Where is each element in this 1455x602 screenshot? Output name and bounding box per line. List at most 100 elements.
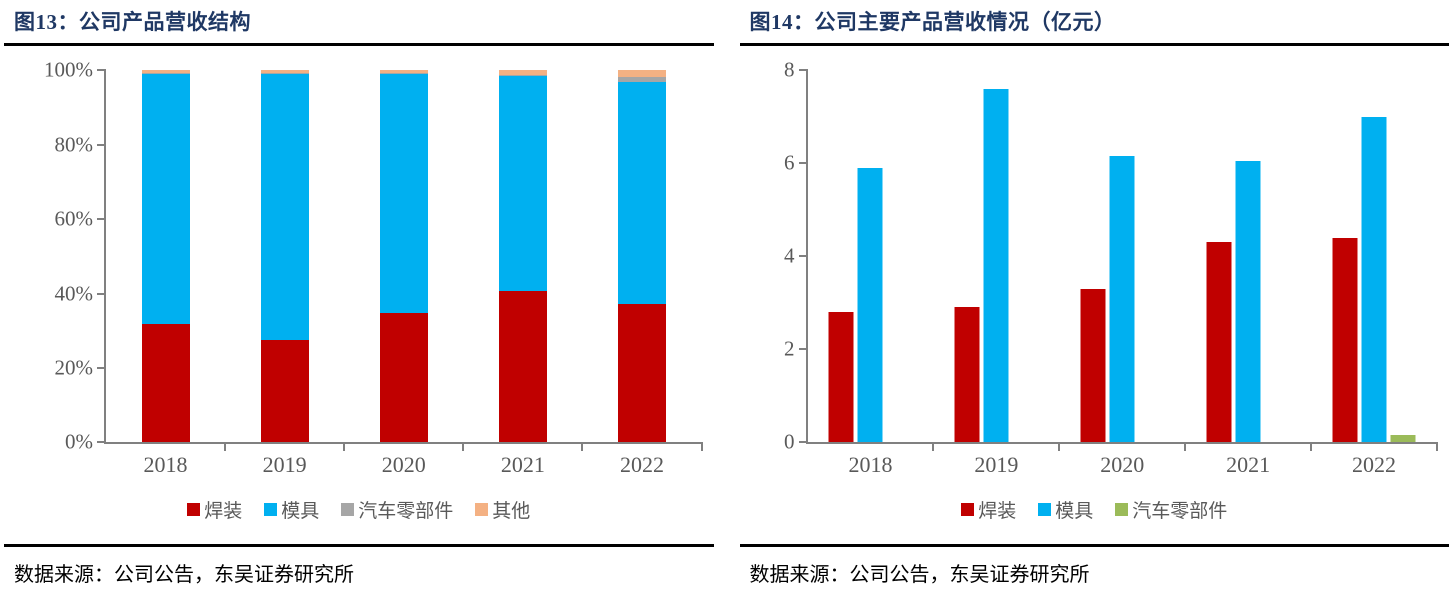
bar-stack — [141, 70, 190, 443]
x-axis-tick — [1058, 442, 1061, 452]
figure-13-title: 图13：公司产品营收结构 — [14, 10, 251, 34]
bar-segment — [260, 73, 309, 75]
figure-13-title-rule — [4, 43, 714, 47]
bar — [983, 88, 1009, 443]
bar — [1235, 160, 1261, 443]
bar-segment — [617, 303, 666, 443]
legend-label: 焊装 — [204, 500, 243, 522]
figure-13-source: 数据来源：公司公告，东吴证券研究所 — [14, 564, 354, 587]
y-tick-label: 8 — [784, 57, 795, 82]
x-axis-tick — [700, 442, 703, 452]
x-category-label: 2021 — [1226, 452, 1271, 478]
y-axis-tick — [97, 218, 106, 221]
y-axis-tick — [798, 162, 808, 165]
legend-swatch — [341, 502, 355, 516]
legend-swatch — [264, 502, 278, 516]
y-axis-tick — [97, 441, 106, 444]
bar-segment — [498, 290, 547, 443]
figure-14-plot-area: 0 2 4 6 8 2018 2019 2020 2021 2022 — [784, 59, 1438, 476]
x-axis-tick — [1436, 442, 1438, 452]
bar-segment — [379, 74, 428, 314]
bar-segment — [617, 70, 666, 77]
figure-13-panel: 图13：公司产品营收结构 0% 20% 40% 60% 80% 100% 2018 2019 2… — [4, 0, 714, 602]
bar-group — [954, 70, 1038, 443]
x-axis-tick — [1310, 442, 1313, 452]
bar-segment — [260, 70, 309, 74]
bar-segment — [379, 73, 428, 75]
legend-swatch — [961, 502, 975, 516]
bar-segment — [498, 70, 547, 75]
y-tick-label: 0 — [784, 429, 795, 454]
bar-segment — [141, 74, 190, 325]
figure-14-chart: 0 2 4 6 8 2018 2019 2020 2021 2022 — [740, 46, 1450, 484]
x-category-label: 2020 — [381, 452, 426, 478]
bar-stack — [379, 70, 428, 443]
y-tick-label: 4 — [784, 243, 795, 268]
figure-13-legend: 焊装 模具 汽车零部件 其他 — [4, 496, 714, 523]
bar — [1206, 242, 1232, 443]
legend-label: 其他 — [492, 500, 531, 522]
figure-14-title-rule — [739, 43, 1449, 47]
y-axis-tick — [798, 348, 808, 351]
legend-swatch — [187, 502, 201, 516]
y-axis-tick — [97, 143, 106, 146]
x-axis-tick — [462, 442, 465, 452]
x-category-label: 2022 — [1352, 452, 1397, 478]
figure-14-legend: 焊装 模具 汽车零部件 — [740, 496, 1450, 523]
bar — [1390, 435, 1416, 443]
y-axis-tick — [798, 255, 808, 258]
y-axis-tick — [97, 366, 106, 369]
x-axis-tick — [224, 442, 227, 452]
legend-item: 焊装 — [187, 496, 242, 523]
bar — [828, 312, 854, 443]
legend-swatch — [1115, 502, 1129, 516]
figure-13-chart: 0% 20% 40% 60% 80% 100% 2018 2019 2020 2021 2022 — [4, 46, 714, 484]
bar-stack — [260, 70, 309, 443]
x-category-label: 2019 — [262, 452, 307, 478]
figure-14-title: 图14：公司主要产品营收情况（亿元） — [749, 10, 1116, 34]
bar-group — [1080, 70, 1164, 443]
x-category-label: 2018 — [143, 452, 188, 478]
bar — [857, 167, 883, 443]
y-axis-tick — [798, 69, 808, 72]
legend-label: 模具 — [1055, 500, 1094, 522]
legend-item: 焊装 — [961, 496, 1016, 523]
y-tick-label: 40% — [54, 281, 94, 305]
y-axis-tick — [97, 292, 106, 295]
bar-segment — [379, 313, 428, 443]
legend-label: 模具 — [281, 500, 320, 522]
bar — [954, 307, 980, 443]
bar-group — [1332, 70, 1416, 443]
x-axis-tick — [343, 442, 346, 452]
legend-swatch — [1038, 502, 1052, 516]
figure-13-plot-area: 0% 20% 40% 60% 80% 100% 2018 2019 2020 2021 2022 — [44, 59, 703, 476]
y-tick-label: 100% — [44, 57, 93, 82]
bar-segment — [141, 73, 190, 75]
x-axis-tick — [581, 442, 584, 452]
bar — [1361, 116, 1387, 443]
bar-group — [828, 70, 912, 443]
y-tick-label: 0% — [65, 429, 93, 454]
bar-segment — [617, 81, 666, 304]
bar — [1109, 156, 1135, 443]
bar-segment — [141, 70, 190, 74]
legend-item: 模具 — [264, 496, 319, 523]
x-category-label: 2020 — [1100, 452, 1145, 478]
legend-swatch — [475, 502, 489, 516]
y-tick-label: 2 — [784, 336, 795, 361]
y-tick-label: 60% — [54, 206, 94, 231]
legend-label: 汽车零部件 — [1132, 500, 1228, 522]
bar-segment — [379, 70, 428, 74]
figure-13-source-rule — [4, 544, 714, 548]
figure-14-source: 数据来源：公司公告，东吴证券研究所 — [749, 564, 1090, 587]
y-tick-label: 20% — [54, 355, 94, 380]
y-tick-label: 80% — [54, 132, 94, 157]
y-tick-label: 6 — [784, 150, 795, 175]
figure-14-source-rule — [739, 544, 1449, 548]
bar-segment — [260, 340, 309, 443]
y-axis-tick — [97, 69, 106, 72]
x-category-label: 2019 — [974, 452, 1019, 478]
x-category-label: 2018 — [848, 452, 893, 478]
legend-item: 汽车零部件 — [1115, 496, 1227, 523]
